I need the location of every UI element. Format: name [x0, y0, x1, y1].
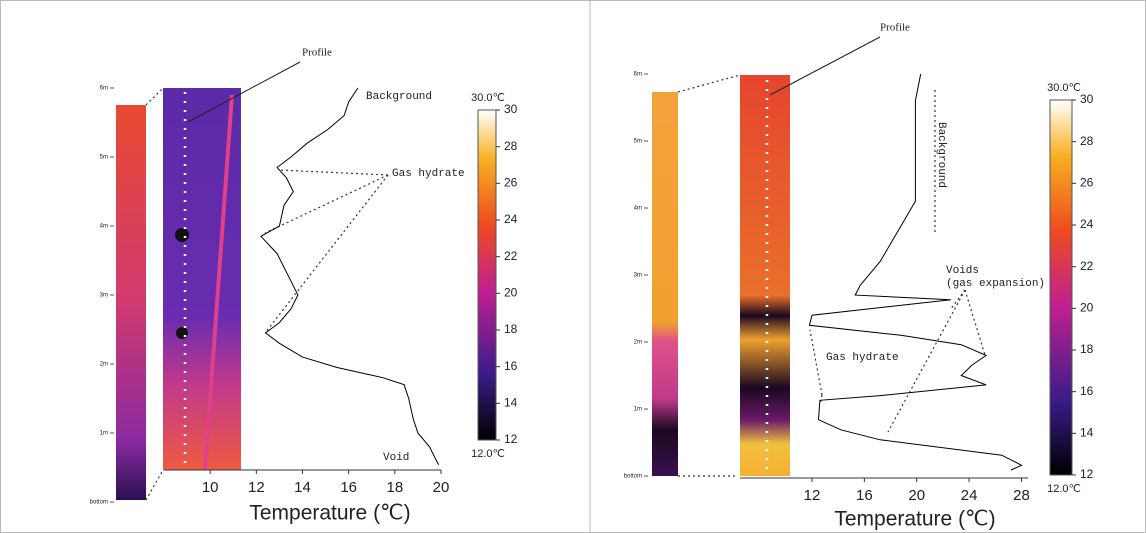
y-tick-label: 3m: [634, 273, 642, 279]
colorbar-tick-label: 16: [504, 359, 518, 373]
thermal-strip: [116, 105, 146, 500]
y-tick-label: 6m: [100, 86, 108, 92]
x-tick-label: 14: [294, 479, 311, 496]
colorbar-tick-label: 18: [504, 322, 518, 336]
connector: [145, 87, 164, 106]
x-tick-label: 16: [340, 479, 357, 496]
colorbar-tick-label: 22: [504, 249, 518, 263]
annotation: Gas hydrate: [392, 168, 465, 180]
colorbar-tick-label: 30: [1080, 92, 1094, 106]
arrow: [964, 289, 986, 356]
x-tick-label: 20: [433, 479, 450, 496]
x-tick-label: 24: [961, 487, 978, 504]
colorbar-tick-label: 12: [504, 432, 518, 446]
colorbar-tick-label: 24: [1080, 217, 1094, 231]
colorbar-tick-label: 30: [504, 102, 518, 116]
dark-spot: [176, 327, 188, 339]
y-tick-label: 3m: [100, 293, 108, 299]
annotation: Void: [383, 452, 409, 464]
x-tick-label: 16: [856, 487, 873, 504]
y-tick-label: bottom: [90, 500, 108, 506]
profile-line: [260, 87, 440, 465]
colorbar-tick-label: 18: [1080, 342, 1094, 356]
x-tick-label: 10: [202, 479, 219, 496]
y-tick-label: 1m: [634, 407, 642, 413]
arrow: [887, 289, 966, 433]
colorbar-tick-label: 12: [1080, 467, 1094, 481]
annotation: Profile: [302, 47, 332, 59]
arrow: [264, 174, 389, 234]
y-tick-label: 5m: [100, 155, 108, 161]
y-tick-label: 4m: [100, 224, 108, 230]
colorbar: [477, 109, 497, 441]
annotation: Background: [935, 122, 947, 188]
colorbar-tick-label: 20: [504, 286, 518, 300]
y-tick-label: 5m: [634, 139, 642, 145]
arrow: [949, 289, 966, 311]
cable: [203, 94, 234, 471]
connector: [677, 74, 741, 93]
colorbar-tick-label: 16: [1080, 384, 1094, 398]
colorbar-tick-label: 28: [504, 139, 518, 153]
arrow: [187, 61, 301, 123]
colorbar: [1049, 99, 1073, 476]
colorbar-min-label: 12.0℃: [471, 448, 505, 460]
annotation: (gas expansion): [946, 278, 1045, 290]
colorbar-tick-label: 20: [1080, 301, 1094, 315]
dark-spot: [175, 228, 189, 242]
colorbar-tick-label: 22: [1080, 259, 1094, 273]
y-tick-label: 6m: [634, 72, 642, 78]
y-tick-label: 2m: [634, 340, 642, 346]
y-tick-label: bottom: [624, 474, 642, 480]
y-tick-label: 4m: [634, 206, 642, 212]
annotation: Profile: [880, 22, 910, 34]
x-tick-label: 12: [804, 487, 821, 504]
arrow: [279, 169, 389, 176]
arrow: [264, 174, 389, 334]
annotation: Voids: [946, 265, 979, 277]
colorbar-min-label: 12.0℃: [1047, 483, 1081, 495]
x-tick-label: 18: [386, 479, 403, 496]
x-tick-label: 28: [1013, 487, 1030, 504]
x-tick-label: 12: [248, 479, 265, 496]
colorbar-tick-label: 26: [1080, 176, 1094, 190]
arrow: [809, 329, 823, 396]
thermal-strip: [652, 92, 678, 476]
thermal-zoom: [740, 75, 790, 476]
y-tick-label: 2m: [100, 362, 108, 368]
colorbar-max-label: 30.0℃: [1047, 82, 1081, 94]
colorbar-tick-label: 28: [1080, 134, 1094, 148]
y-tick-label: 1m: [100, 431, 108, 437]
connector: [145, 469, 164, 501]
annotation: Gas hydrate: [826, 352, 899, 364]
colorbar-tick-label: 14: [1080, 426, 1094, 440]
annotation: Background: [366, 91, 432, 103]
colorbar-tick-label: 14: [504, 396, 518, 410]
colorbar-tick-label: 24: [504, 212, 518, 226]
colorbar-max-label: 30.0℃: [471, 92, 505, 104]
arrow: [769, 36, 881, 96]
x-tick-label: 20: [908, 487, 925, 504]
x-axis-label: Temperature (℃): [834, 508, 995, 531]
x-axis-label: Temperature (℃): [249, 502, 410, 525]
colorbar-tick-label: 26: [504, 176, 518, 190]
profile-line: [808, 73, 1023, 471]
